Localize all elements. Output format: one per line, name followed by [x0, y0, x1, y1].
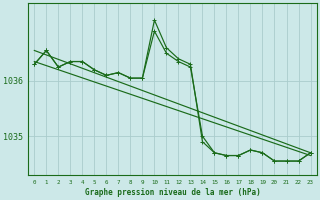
- X-axis label: Graphe pression niveau de la mer (hPa): Graphe pression niveau de la mer (hPa): [84, 188, 260, 197]
